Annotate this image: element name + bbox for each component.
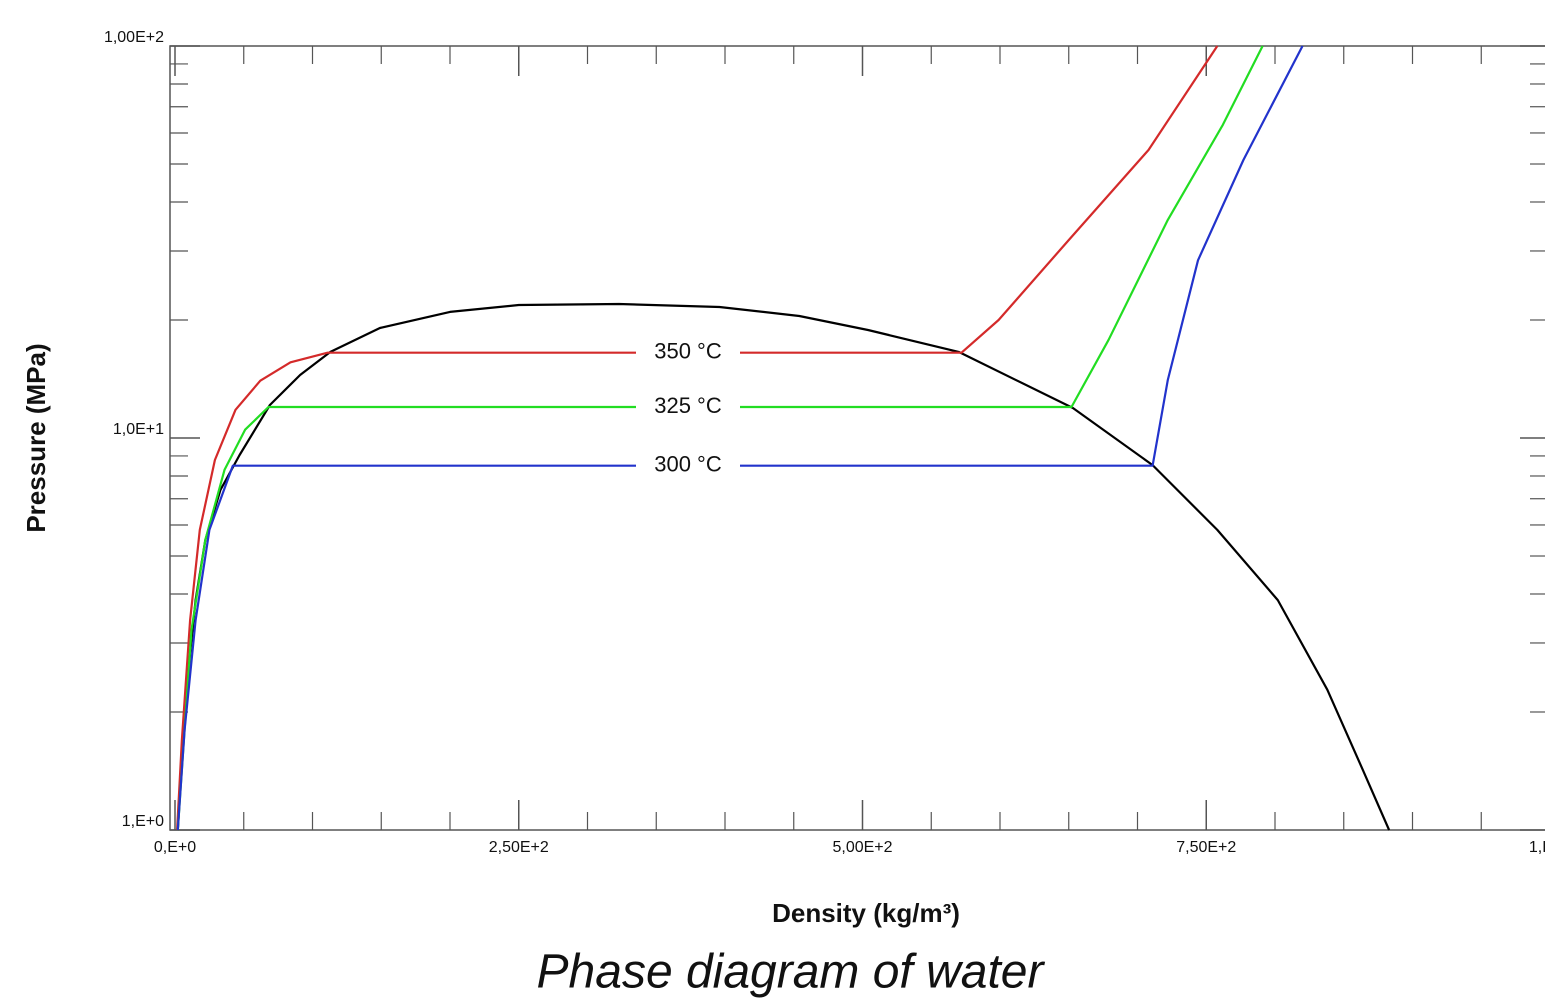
x-tick-label: 1,E+3 bbox=[1529, 839, 1545, 856]
x-axis-label: Density (kg/m³) bbox=[772, 898, 960, 928]
label-gap bbox=[636, 338, 740, 367]
plot-frame bbox=[169, 45, 1545, 831]
chart-title: Phase diagram of water bbox=[537, 946, 1046, 999]
label-gap bbox=[636, 451, 740, 480]
series-label: 300 °C bbox=[654, 451, 722, 476]
x-tick-label: 0,E+0 bbox=[154, 839, 196, 856]
series-line bbox=[176, 45, 1304, 831]
series-line bbox=[176, 45, 1219, 831]
label-gap bbox=[636, 392, 740, 421]
series-line bbox=[176, 302, 1391, 831]
series-line bbox=[176, 45, 1264, 831]
x-tick-label: 2,50E+2 bbox=[489, 839, 549, 856]
x-tick-label: 5,00E+2 bbox=[832, 839, 892, 856]
x-tick-label: 7,50E+2 bbox=[1176, 839, 1236, 856]
series-label: 350 °C bbox=[654, 339, 722, 364]
series-label: 325 °C bbox=[654, 393, 722, 418]
y-axis-label: Pressure (MPa) bbox=[21, 343, 51, 532]
y-tick-label: 1,00E+2 bbox=[104, 29, 164, 46]
y-tick-label: 1,0E+1 bbox=[113, 421, 164, 438]
y-tick-label: 1,E+0 bbox=[122, 813, 164, 830]
